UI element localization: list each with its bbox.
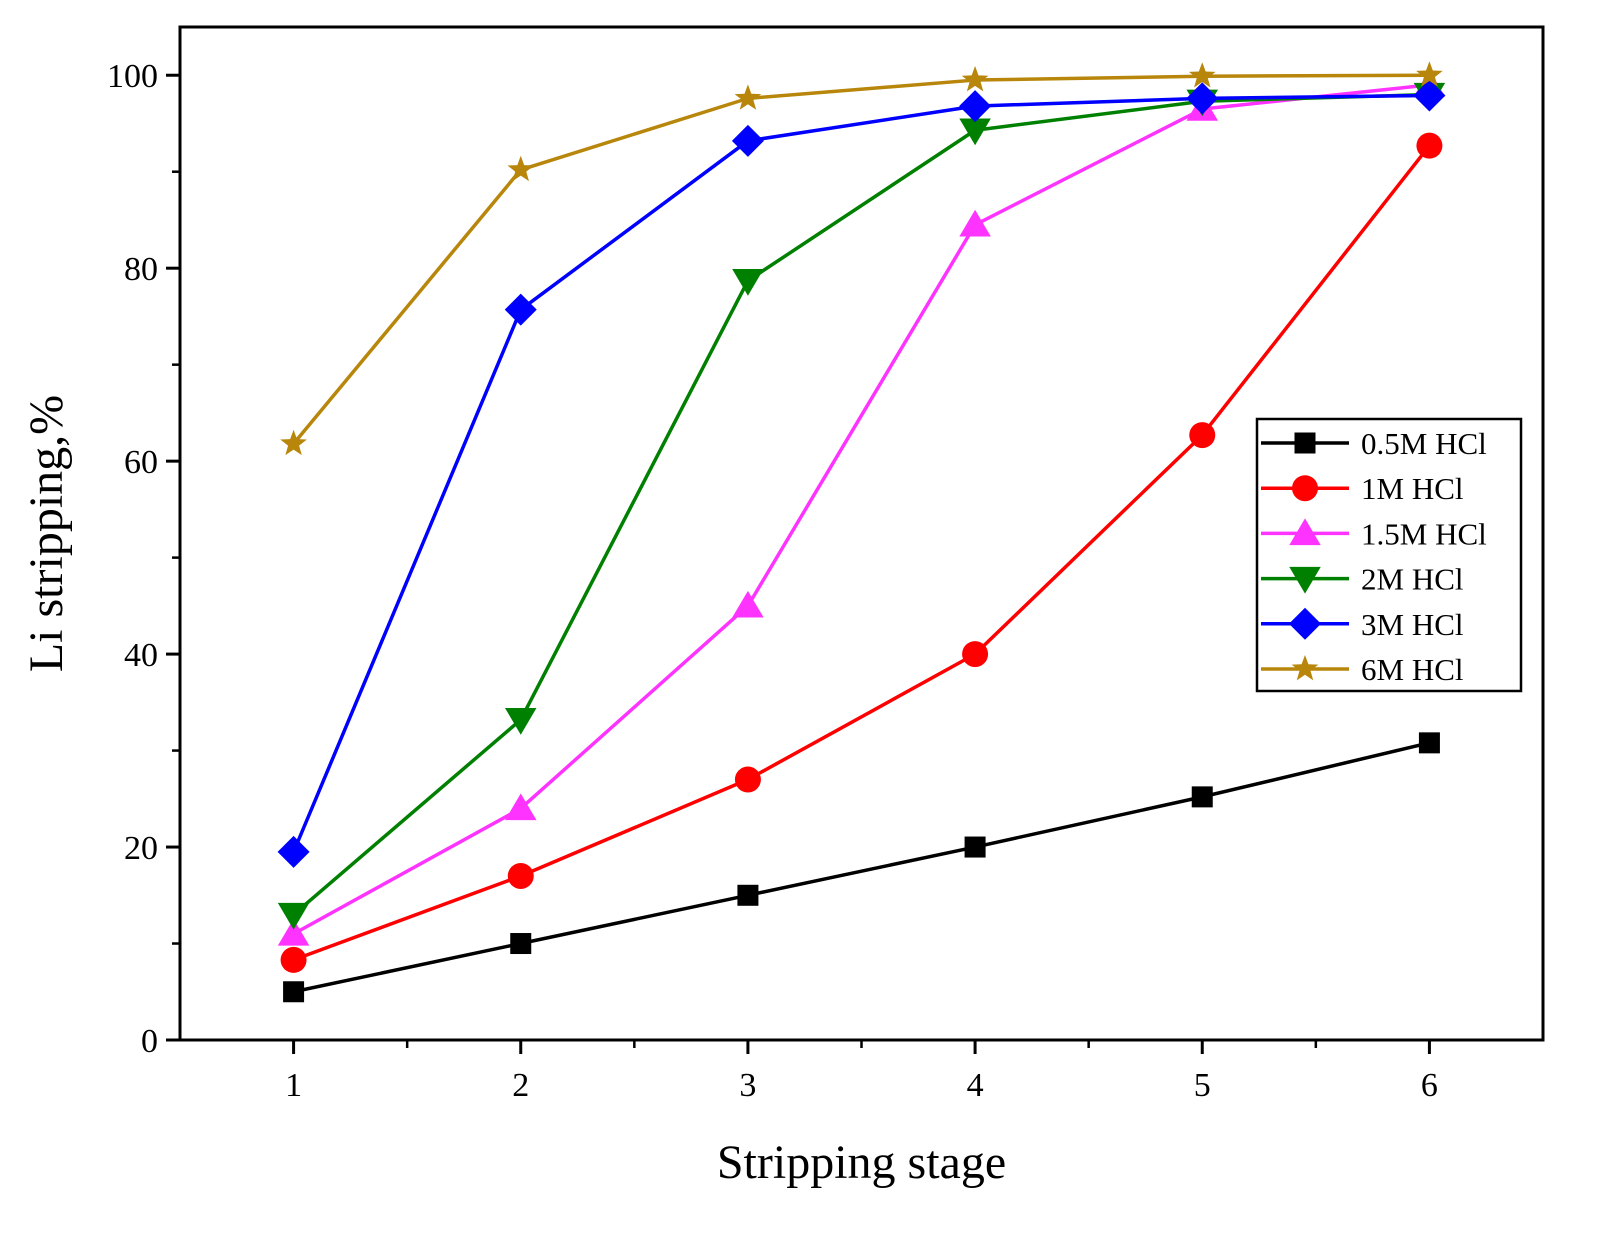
legend-box xyxy=(1255,417,1523,693)
series-line xyxy=(292,73,1430,445)
data-point xyxy=(277,835,310,868)
legend-item: 6M HCl xyxy=(1261,652,1464,687)
legend-label: 3M HCl xyxy=(1361,607,1464,642)
plot-content xyxy=(277,61,1446,1003)
data-point xyxy=(505,793,537,821)
data-point xyxy=(1413,79,1446,112)
data-point xyxy=(962,641,989,668)
legend-item: 2M HCl xyxy=(1261,562,1464,597)
data-point xyxy=(1191,786,1213,808)
series-1m-hcl xyxy=(280,132,1443,973)
y-tick-label: 40 xyxy=(124,637,158,674)
legend-marker xyxy=(1289,518,1321,546)
series-line xyxy=(292,92,1430,916)
y-tick-label: 60 xyxy=(124,444,158,481)
legend-label: 2M HCl xyxy=(1361,562,1464,597)
data-point xyxy=(959,209,991,237)
series-line xyxy=(293,741,1430,994)
y-axis: 0 20 40 60 80 100 xyxy=(107,58,180,1060)
legend-marker xyxy=(1289,566,1321,594)
data-point xyxy=(732,269,764,296)
data-point xyxy=(1189,422,1216,449)
data-point xyxy=(1186,82,1219,115)
data-point xyxy=(1418,732,1440,754)
data-point xyxy=(507,155,535,182)
data-point xyxy=(959,90,992,123)
legend-marker xyxy=(1292,475,1318,502)
legend-marker xyxy=(1289,607,1321,640)
data-point xyxy=(1416,132,1443,159)
legend-marker xyxy=(1291,655,1319,681)
x-tick-label: 3 xyxy=(739,1067,756,1104)
legend-item: 1.5M HCl xyxy=(1261,516,1487,551)
x-axis-title: Stripping stage xyxy=(717,1136,1006,1189)
data-point xyxy=(504,293,537,326)
data-point xyxy=(510,933,532,955)
legend-label: 1M HCl xyxy=(1361,471,1464,506)
legend-label: 6M HCl xyxy=(1361,652,1464,687)
data-point xyxy=(731,124,764,157)
data-point xyxy=(280,429,307,456)
data-point xyxy=(283,981,305,1003)
legend: 0.5M HCl 1M HCl 1.5M HCl 2M HCl 3M HCl 6M HCl xyxy=(1255,417,1523,693)
legend-item: 3M HCl xyxy=(1261,607,1464,642)
x-tick-label: 4 xyxy=(967,1067,984,1104)
legend-label: 0.5M HCl xyxy=(1361,426,1487,461)
data-point xyxy=(280,946,307,973)
x-tick-label: 2 xyxy=(512,1067,529,1104)
series-line xyxy=(291,93,1430,853)
data-point xyxy=(1188,62,1216,88)
series-line xyxy=(292,144,1431,962)
data-point xyxy=(505,707,537,735)
x-tick-label: 6 xyxy=(1421,1067,1438,1104)
y-tick-label: 100 xyxy=(107,58,158,95)
data-point xyxy=(277,918,310,946)
data-point xyxy=(1416,61,1443,87)
data-point xyxy=(961,66,989,92)
x-axis: 1 2 3 4 5 6 xyxy=(285,1040,1438,1104)
series-0-5m-hcl xyxy=(283,732,1440,1003)
legend-item: 0.5M HCl xyxy=(1261,426,1487,461)
series-line xyxy=(292,83,1430,936)
y-tick-label: 80 xyxy=(124,251,158,288)
y-tick-label: 20 xyxy=(124,830,158,867)
data-point xyxy=(964,836,986,858)
legend-item: 1M HCl xyxy=(1261,471,1464,506)
data-point xyxy=(734,766,761,793)
legend-label: 1.5M HCl xyxy=(1361,516,1487,551)
x-tick-label: 5 xyxy=(1194,1067,1211,1104)
data-point xyxy=(732,590,764,618)
series-6m-hcl xyxy=(280,61,1443,456)
data-point xyxy=(737,884,759,906)
series-3m-hcl xyxy=(277,79,1446,868)
y-tick-label: 0 xyxy=(141,1023,158,1060)
data-point xyxy=(507,862,534,889)
legend-marker xyxy=(1294,432,1316,454)
data-point xyxy=(959,118,991,146)
x-tick-label: 1 xyxy=(285,1067,302,1104)
y-axis-title: Li stripping,% xyxy=(20,395,73,672)
data-point xyxy=(734,84,762,110)
data-point xyxy=(277,902,310,930)
